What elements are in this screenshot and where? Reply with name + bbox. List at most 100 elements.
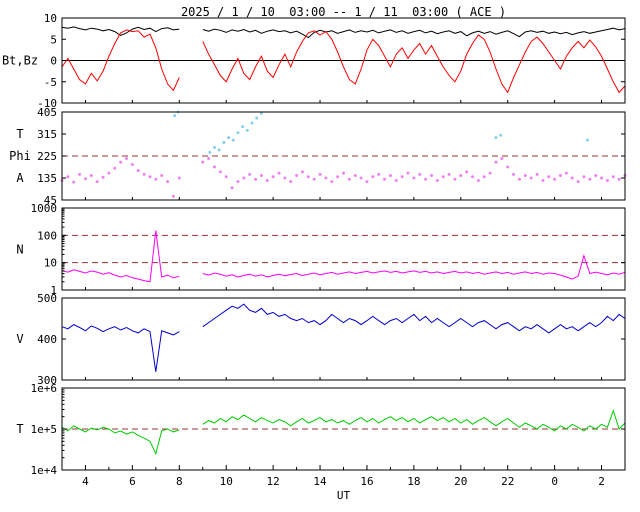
- series-Bt: [61, 26, 626, 39]
- data-point: [212, 165, 216, 169]
- x-tick-label: 18: [407, 475, 420, 488]
- panel-ylabel-T: T: [16, 422, 23, 436]
- data-point: [465, 170, 469, 174]
- data-point: [441, 175, 445, 179]
- data-point: [406, 171, 410, 175]
- x-tick-label: 12: [267, 475, 280, 488]
- data-point: [166, 180, 170, 184]
- data-point: [136, 169, 140, 173]
- x-tick-label: 4: [82, 475, 89, 488]
- data-point: [529, 176, 533, 180]
- data-point: [208, 150, 212, 154]
- data-point: [353, 174, 357, 178]
- y-tick-label: -10: [37, 97, 57, 110]
- panel-phi: 45 135 225 315 405 T Phi A: [9, 106, 627, 207]
- data-point: [611, 175, 615, 179]
- data-point: [306, 175, 310, 179]
- data-point: [154, 177, 158, 181]
- data-point: [231, 138, 235, 142]
- data-point: [236, 180, 240, 184]
- data-point: [255, 116, 259, 120]
- data-point: [447, 172, 451, 176]
- data-point: [330, 180, 334, 184]
- data-point: [371, 175, 375, 179]
- x-tick-label: 20: [454, 475, 467, 488]
- data-point: [312, 177, 316, 181]
- data-point: [488, 171, 492, 175]
- data-point: [201, 160, 205, 164]
- data-point: [499, 133, 503, 137]
- y-tick-label: 1e+5: [31, 423, 58, 436]
- data-point: [259, 174, 263, 178]
- y-tick-label: 10: [44, 12, 57, 25]
- y-tick-label: -5: [44, 76, 57, 89]
- data-point: [245, 128, 249, 132]
- data-point: [254, 177, 258, 181]
- data-point: [585, 138, 589, 142]
- data-point: [113, 166, 117, 170]
- data-point: [177, 176, 181, 180]
- y-tick-label: 0: [50, 55, 57, 68]
- data-point: [582, 175, 586, 179]
- data-point: [78, 172, 82, 176]
- data-point: [482, 175, 486, 179]
- data-point: [242, 176, 246, 180]
- y-tick-label: 300: [37, 374, 57, 387]
- data-point: [119, 160, 123, 164]
- data-point: [535, 172, 539, 176]
- data-point: [494, 136, 498, 140]
- x-tick-label: 16: [360, 475, 373, 488]
- data-point: [377, 172, 381, 176]
- data-point: [107, 171, 111, 175]
- data-point: [359, 176, 363, 180]
- panel-t: 1e+4 1e+5 1e+6 T: [16, 382, 626, 477]
- data-point: [558, 174, 562, 178]
- data-point: [236, 131, 240, 135]
- y-tick-label: 135: [37, 172, 57, 185]
- panel-bt-bz: -10 -5 0 5 10 Bt,Bz: [2, 12, 626, 110]
- data-point: [453, 177, 457, 181]
- panel-ylabel-Phi: Phi: [9, 149, 31, 163]
- data-point: [324, 176, 328, 180]
- data-point: [383, 177, 387, 181]
- y-tick-label: 400: [37, 333, 57, 346]
- series-T: [61, 409, 626, 456]
- data-point: [523, 174, 527, 178]
- x-tick-label: 0: [551, 475, 558, 488]
- data-point: [541, 178, 545, 182]
- x-tick-label: 8: [176, 475, 183, 488]
- panel-v: 300 400 500 V: [16, 292, 626, 387]
- data-point: [72, 180, 76, 184]
- y-tick-label: 500: [37, 292, 57, 305]
- data-point: [265, 178, 269, 182]
- data-point: [295, 174, 299, 178]
- x-tick-label: 14: [313, 475, 327, 488]
- data-point: [250, 121, 254, 125]
- data-point: [218, 170, 222, 174]
- panel-n: 1 10 100 1000 N: [16, 202, 626, 297]
- panel-ylabel-V: V: [16, 332, 23, 346]
- data-point: [600, 176, 604, 180]
- data-point: [336, 175, 340, 179]
- y-tick-label: 1e+4: [31, 464, 58, 477]
- data-point: [241, 125, 245, 129]
- data-point: [435, 178, 439, 182]
- data-point: [512, 172, 516, 176]
- y-tick-label: 10: [44, 257, 57, 270]
- data-point: [248, 172, 252, 176]
- data-point: [318, 172, 322, 176]
- data-point: [471, 175, 475, 179]
- data-point: [227, 136, 231, 140]
- data-point: [101, 175, 105, 179]
- series-Phi: [60, 156, 627, 198]
- data-point: [424, 177, 428, 181]
- data-point: [171, 194, 175, 198]
- data-point: [207, 156, 211, 160]
- data-point: [500, 156, 504, 160]
- data-point: [570, 176, 574, 180]
- panel-ylabel-T: T: [16, 127, 23, 141]
- data-point: [394, 178, 398, 182]
- series-Phi-hot: [173, 110, 589, 154]
